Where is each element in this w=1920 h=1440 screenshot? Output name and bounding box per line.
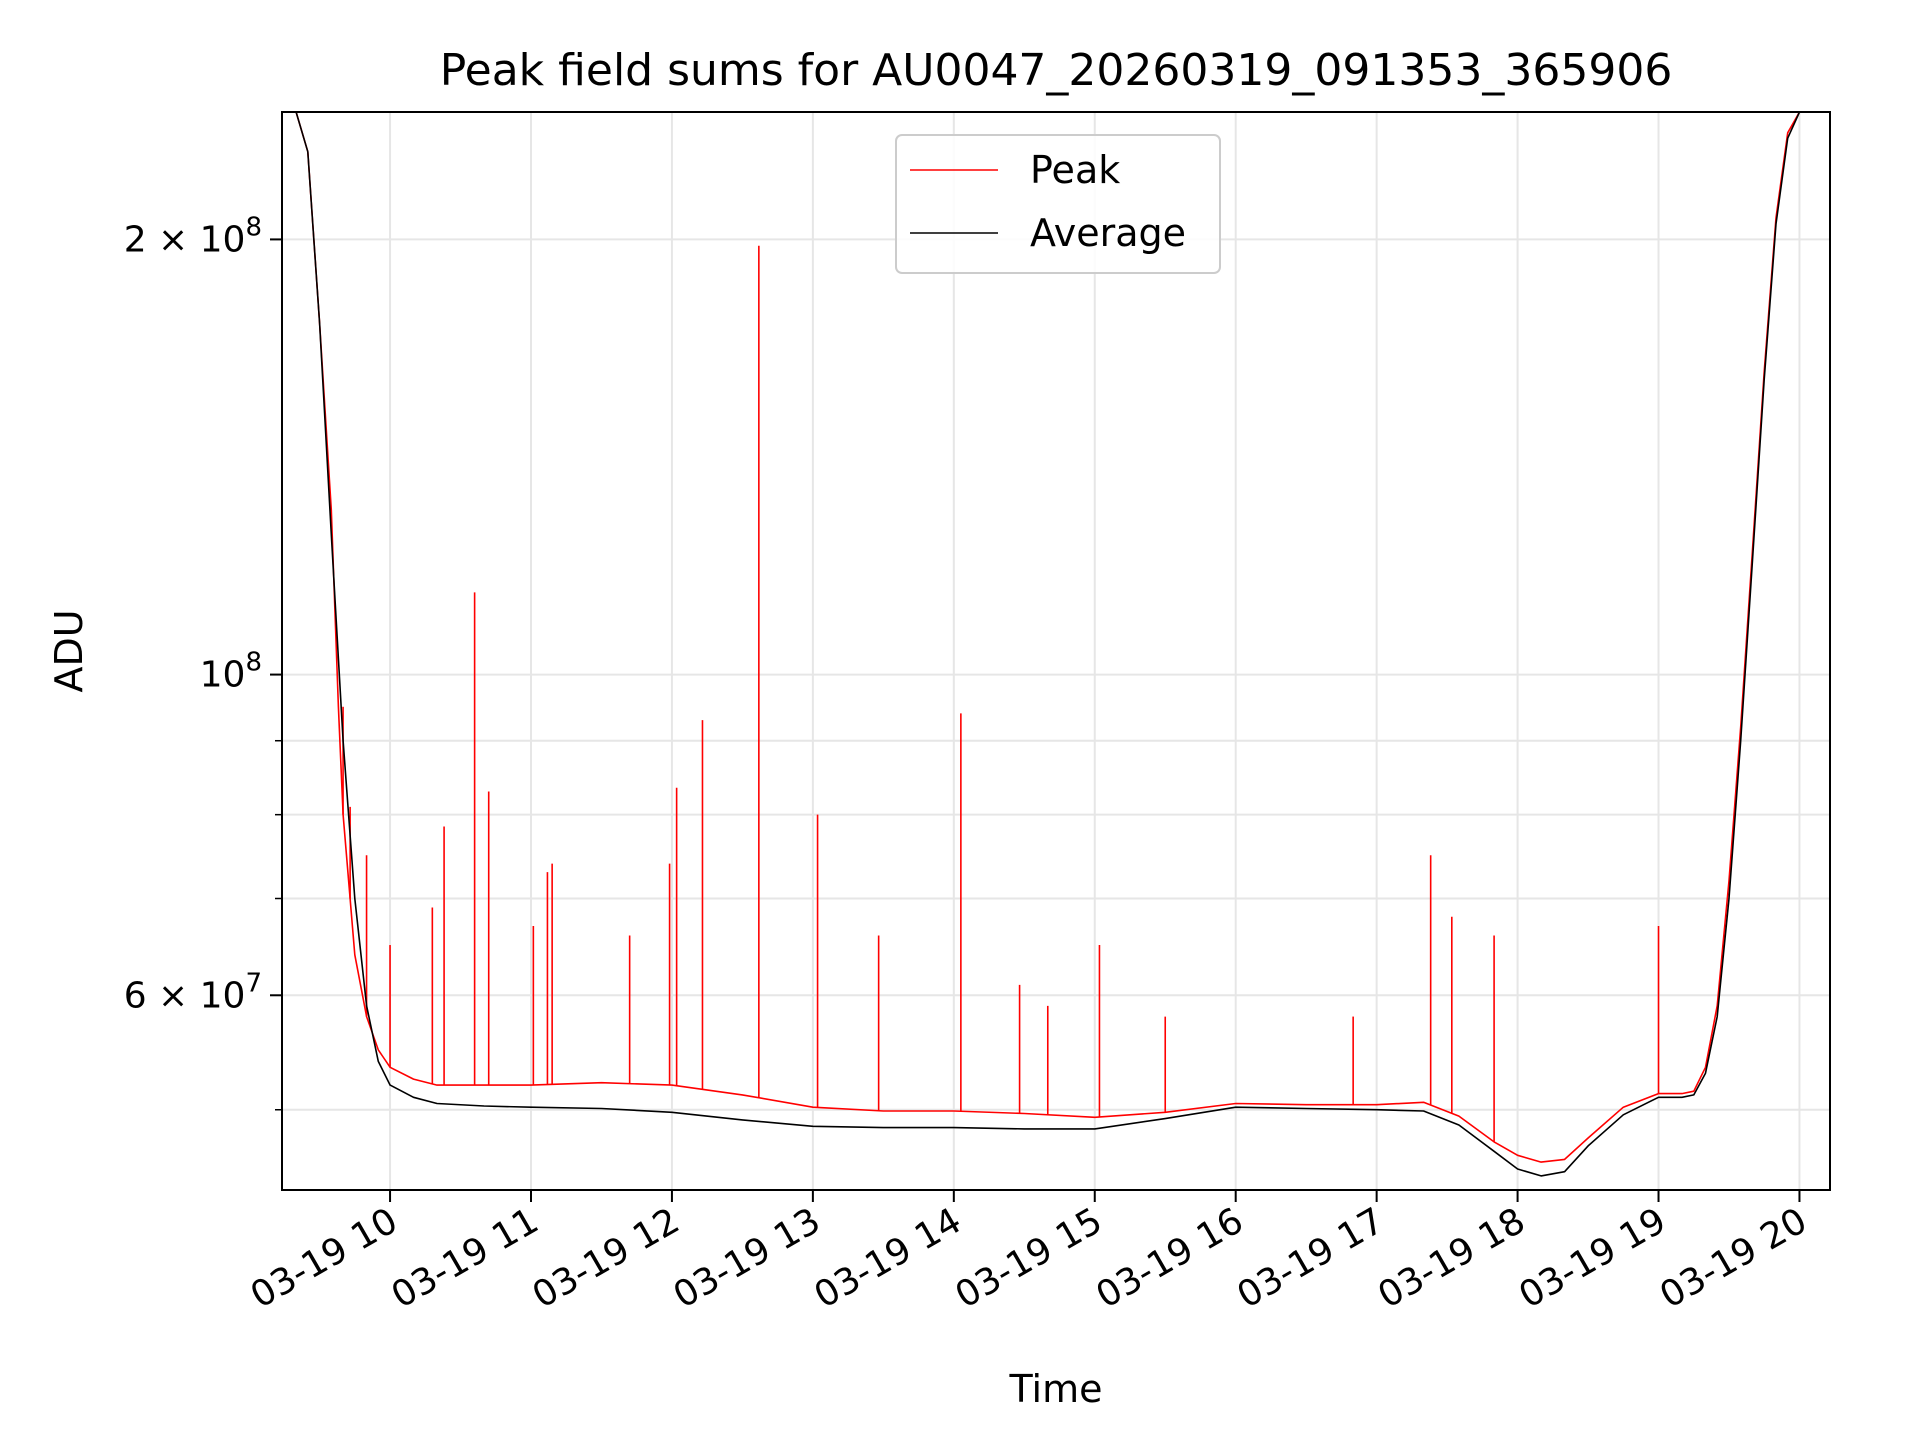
x-axis-label: Time bbox=[1009, 1367, 1103, 1411]
gridlines bbox=[282, 112, 1830, 1190]
plot-frame bbox=[281, 111, 1831, 1191]
chart-title: Peak field sums for AU0047_20260319_0913… bbox=[440, 45, 1673, 96]
series-line-average bbox=[282, 112, 1830, 1177]
y-tick-label: 2 × 108 bbox=[124, 212, 262, 260]
legend-label-average: Average bbox=[1030, 211, 1186, 255]
y-tick-label: 6 × 107 bbox=[124, 968, 262, 1016]
y-axis-label: ADU bbox=[47, 609, 91, 692]
series-layer bbox=[282, 112, 1830, 1177]
legend-label-peak: Peak bbox=[1030, 148, 1120, 192]
legend: Peak Average bbox=[895, 134, 1221, 274]
series-line-peak bbox=[282, 112, 1830, 1163]
